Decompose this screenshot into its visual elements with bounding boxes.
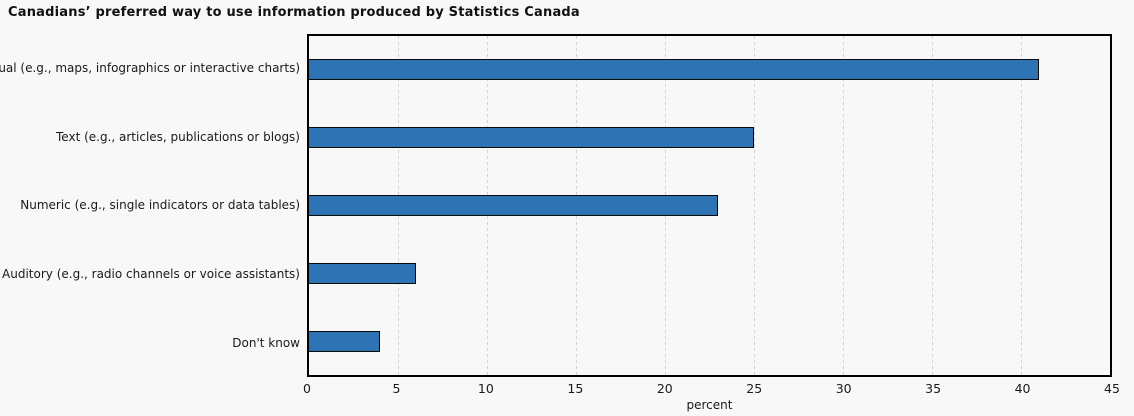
plot-area xyxy=(307,34,1112,377)
bar xyxy=(309,194,719,216)
bars-layer xyxy=(309,36,1110,375)
category-label: Text (e.g., articles, publications or bl… xyxy=(56,129,300,144)
x-tick-label: 40 xyxy=(1014,381,1031,396)
gridline xyxy=(1021,36,1022,375)
bar-row xyxy=(309,239,1110,307)
x-tick-label: 45 xyxy=(1104,381,1120,396)
x-tick-label: 15 xyxy=(567,381,584,396)
x-tick-label: 10 xyxy=(477,381,494,396)
x-tick-label: 25 xyxy=(746,381,763,396)
category-label: Numeric (e.g., single indicators or data… xyxy=(20,198,300,213)
gridline xyxy=(932,36,933,375)
category-label: Auditory (e.g., radio channels or voice … xyxy=(2,267,300,282)
bar xyxy=(309,59,1039,81)
bar xyxy=(309,330,381,352)
x-tick-label: 35 xyxy=(925,381,942,396)
bar xyxy=(309,127,754,149)
gridline xyxy=(842,36,844,375)
gridline xyxy=(754,36,755,375)
bar-row xyxy=(309,104,1110,172)
x-axis-ticks: 0 5 10 15 20 25 30 35 40 45 xyxy=(303,381,1120,396)
x-tick-label: 30 xyxy=(835,381,852,396)
x-tick-label: 0 xyxy=(303,381,311,396)
x-tick-label: 20 xyxy=(656,381,673,396)
bar-row xyxy=(309,307,1110,375)
category-axis-labels: Visual (e.g., maps, infographics or inte… xyxy=(0,34,300,377)
bar-row xyxy=(309,172,1110,240)
category-label: Don't know xyxy=(232,335,300,350)
x-tick-label: 5 xyxy=(392,381,401,396)
chart-title: Canadians’ preferred way to use informat… xyxy=(8,5,580,20)
category-label: Visual (e.g., maps, infographics or inte… xyxy=(0,61,300,76)
bar xyxy=(309,262,416,284)
bar-row xyxy=(309,36,1110,104)
x-axis-label: percent xyxy=(686,398,733,412)
